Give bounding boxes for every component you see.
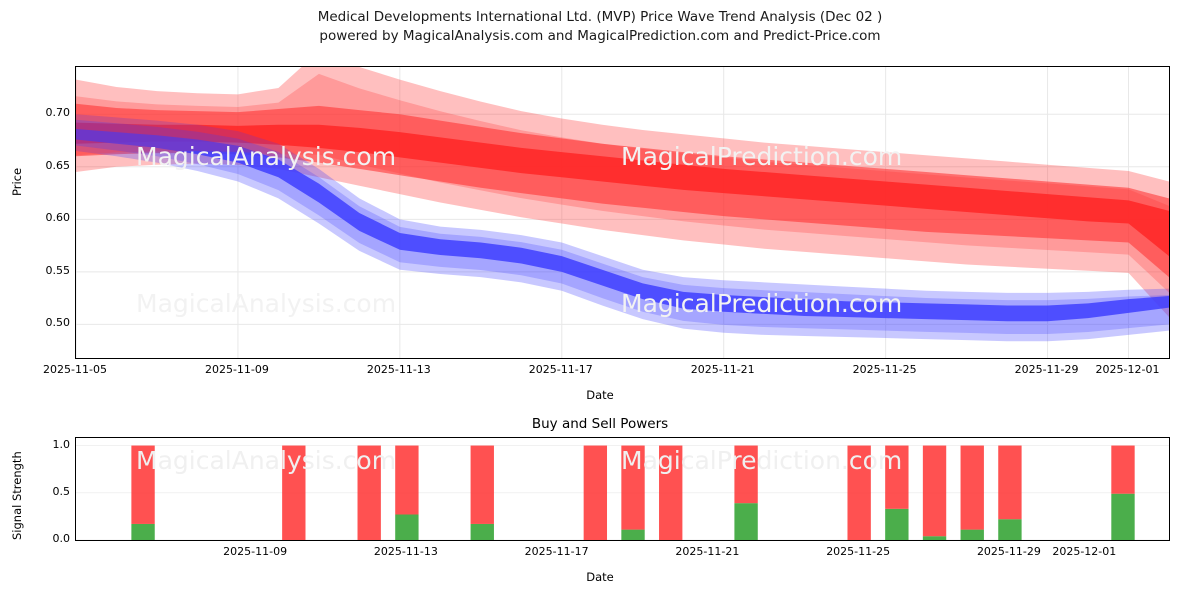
upper-x-tick-label: 2025-11-29 (1014, 363, 1079, 376)
sell-power-bar (885, 445, 909, 509)
buy-power-bar (131, 523, 155, 540)
price-wave-svg (76, 67, 1169, 358)
buy-power-bar (621, 529, 645, 540)
upper-y-tick-label: 0.55 (45, 263, 71, 277)
buy-power-bar (734, 503, 758, 540)
buy-power-bar (395, 514, 419, 540)
red-sub-band (76, 73, 1169, 293)
buy-power-bar (960, 529, 984, 540)
upper-x-tick-label: 2025-11-09 (204, 363, 269, 376)
buy-power-bar (885, 508, 909, 540)
lower-x-tick-label: 2025-11-29 (976, 545, 1041, 558)
sell-power-bar (734, 445, 758, 504)
upper-y-axis-label: Price (10, 167, 24, 196)
upper-y-tick-label: 0.50 (45, 316, 71, 330)
sell-power-bar (395, 445, 419, 515)
lower-x-tick-label: 2025-11-13 (373, 545, 438, 558)
page-title-line-1: Medical Developments International Ltd. … (317, 9, 883, 25)
upper-x-tick-label: 2025-11-25 (852, 363, 917, 376)
chart-title-block: Medical Developments International Ltd. … (0, 8, 1200, 46)
lower-y-tick-label: 0.5 (52, 484, 71, 498)
buy-power-bar (1111, 493, 1135, 540)
sell-power-bar (659, 445, 683, 540)
upper-x-tick-label: 2025-11-21 (690, 363, 755, 376)
buy-sell-powers-svg (76, 445, 1169, 540)
buy-power-bar (998, 519, 1022, 540)
price-wave-plot: MagicalAnalysis.com MagicalPrediction.co… (75, 66, 1170, 359)
buy-sell-powers-plot: MagicalAnalysis.com MagicalPrediction.co… (75, 437, 1170, 541)
buy-power-bar (922, 536, 947, 540)
upper-x-tick-label: 2025-11-05 (43, 363, 107, 376)
sell-power-bar (847, 445, 871, 540)
sell-power-bar (960, 445, 984, 530)
upper-y-tick-label: 0.65 (45, 158, 71, 172)
upper-x-tick-label: 2025-11-17 (528, 363, 593, 376)
upper-y-tick-label: 0.70 (45, 106, 71, 120)
blue-core-band (76, 128, 1169, 322)
sell-power-bar (922, 445, 947, 537)
lower-y-tick-label: 1.0 (52, 437, 71, 451)
sell-power-bar (621, 445, 645, 530)
blue-sub-band (76, 119, 1169, 334)
sell-power-bar (131, 445, 155, 524)
sell-power-bar (470, 445, 494, 524)
lower-x-tick-label: 2025-12-01 (1052, 545, 1117, 558)
buy-power-bar (470, 523, 494, 540)
lower-x-tick-label: 2025-11-09 (223, 545, 288, 558)
lower-x-tick-label: 2025-11-21 (675, 545, 740, 558)
upper-x-tick-label: 2025-12-01 (1095, 363, 1160, 376)
page-title-line-2: powered by MagicalAnalysis.com and Magic… (319, 28, 881, 44)
upper-x-axis-label: Date (586, 388, 614, 402)
lower-x-axis-label: Date (586, 570, 614, 584)
sell-power-bar (1111, 445, 1135, 494)
sell-power-bar (583, 445, 608, 540)
sell-power-bar (282, 445, 306, 540)
lower-x-tick-label: 2025-11-25 (826, 545, 891, 558)
lower-y-axis-label: Signal Strength (10, 451, 24, 540)
lower-chart-title: Buy and Sell Powers (531, 416, 669, 432)
sell-power-bar (357, 445, 381, 540)
upper-y-tick-label: 0.60 (45, 211, 71, 225)
sell-power-bar (998, 445, 1022, 520)
lower-x-tick-label: 2025-11-17 (524, 545, 589, 558)
lower-y-tick-label: 0.0 (52, 532, 71, 545)
upper-x-tick-label: 2025-11-13 (366, 363, 431, 376)
red-core-band (76, 122, 1169, 257)
